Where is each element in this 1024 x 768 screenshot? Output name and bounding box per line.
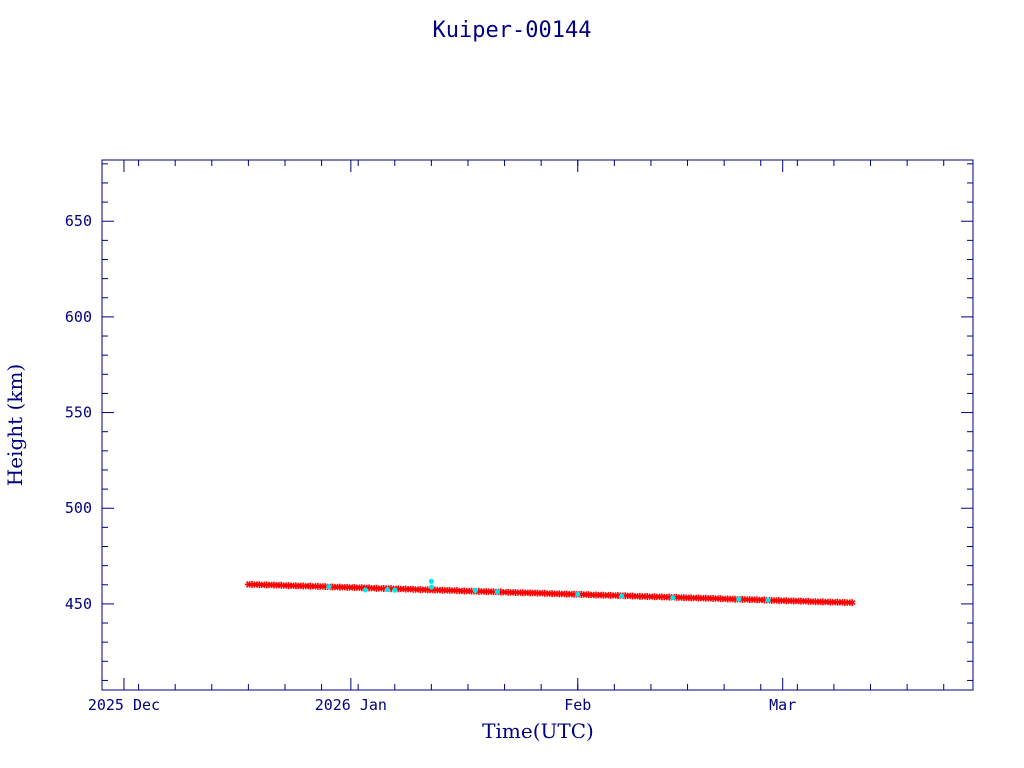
data-point xyxy=(619,593,625,599)
data-point xyxy=(724,595,732,603)
data-point xyxy=(841,598,849,606)
data-point xyxy=(438,586,446,594)
series-1 xyxy=(326,578,771,603)
data-point xyxy=(826,598,834,606)
data-point xyxy=(790,597,798,605)
y-axis-label: Height (km) xyxy=(3,364,27,486)
data-point xyxy=(384,586,391,593)
data-point xyxy=(336,583,344,591)
data-point xyxy=(362,587,369,593)
y-tick-label: 650 xyxy=(65,212,92,230)
data-point xyxy=(494,589,500,595)
data-point xyxy=(472,587,478,594)
x-axis-label: Time(UTC) xyxy=(482,719,594,743)
data-point xyxy=(428,584,434,590)
data-point xyxy=(326,584,332,590)
x-tick-label: Mar xyxy=(769,696,796,714)
data-point xyxy=(548,590,556,598)
data-point xyxy=(592,591,600,599)
data-point xyxy=(775,597,783,605)
x-tick-labels: 2025 Dec 2026 Jan Feb Mar xyxy=(88,696,796,714)
data-point xyxy=(636,592,644,600)
data-point xyxy=(736,596,742,602)
data-point xyxy=(416,586,424,594)
x-tick-label: Feb xyxy=(564,696,591,714)
data-point xyxy=(848,599,856,607)
data-point xyxy=(299,582,307,590)
data-point xyxy=(519,589,527,597)
y-tick-label: 600 xyxy=(65,308,92,326)
data-point xyxy=(512,589,519,597)
data-point xyxy=(270,581,278,589)
data-point xyxy=(533,589,541,597)
data-point xyxy=(255,581,263,589)
data-point xyxy=(351,584,358,592)
y-tick-labels: 450 500 550 600 650 xyxy=(65,212,92,613)
data-point xyxy=(285,582,293,590)
data-points xyxy=(244,578,856,607)
data-point xyxy=(599,591,607,599)
x-tick-label: 2026 Jan xyxy=(315,696,387,714)
y-tick-label: 500 xyxy=(65,499,92,517)
plot-frame xyxy=(101,159,974,691)
data-point xyxy=(753,596,761,604)
data-point xyxy=(343,583,351,591)
data-point xyxy=(797,597,805,605)
data-point xyxy=(746,596,754,604)
data-point xyxy=(687,594,695,602)
data-point xyxy=(709,594,717,602)
series-0 xyxy=(244,580,856,607)
data-point xyxy=(402,585,410,593)
data-point xyxy=(526,589,534,597)
data-point xyxy=(695,594,702,602)
data-point xyxy=(446,586,454,594)
data-point xyxy=(307,582,314,590)
data-point xyxy=(702,594,710,602)
data-point xyxy=(428,578,434,584)
data-point xyxy=(658,593,666,601)
data-point xyxy=(248,580,256,589)
data-point xyxy=(575,591,581,597)
data-point xyxy=(643,593,651,601)
data-point xyxy=(765,597,771,603)
data-point xyxy=(555,590,563,598)
data-point xyxy=(607,591,615,599)
data-point xyxy=(372,584,380,592)
data-point xyxy=(392,587,398,593)
axis-ticks xyxy=(101,160,973,690)
data-point xyxy=(782,597,790,605)
data-point xyxy=(812,598,820,606)
data-point xyxy=(482,588,490,596)
x-tick-label: 2025 Dec xyxy=(88,696,160,714)
data-point xyxy=(292,582,300,590)
y-tick-label: 550 xyxy=(65,404,92,422)
data-point xyxy=(819,598,827,606)
y-tick-label: 450 xyxy=(65,595,92,613)
data-point xyxy=(460,587,468,595)
data-point xyxy=(504,588,512,596)
data-point xyxy=(680,594,688,602)
data-point xyxy=(563,590,571,598)
chart-title: Kuiper-00144 xyxy=(433,18,592,43)
data-point xyxy=(263,581,271,589)
data-point xyxy=(651,593,659,601)
data-point xyxy=(314,582,322,590)
data-point xyxy=(834,598,841,606)
data-point xyxy=(670,594,676,601)
